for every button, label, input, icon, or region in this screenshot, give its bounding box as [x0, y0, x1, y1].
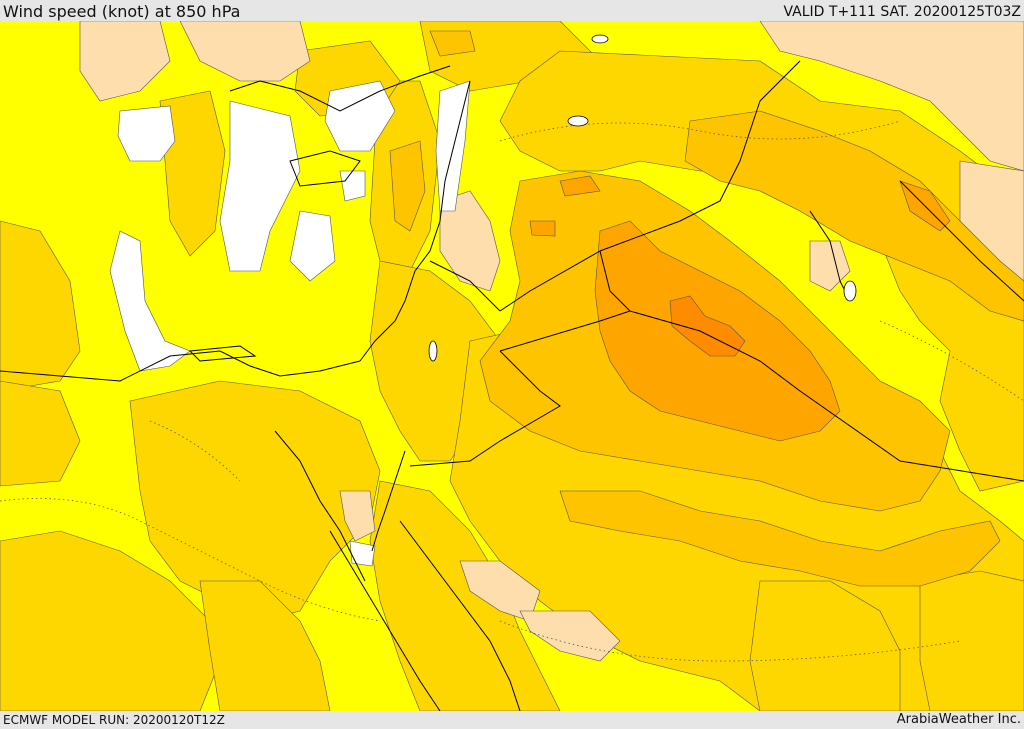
footer-bar: ECMWF MODEL RUN: 20200120T12Z ArabiaWeat…: [0, 711, 1024, 729]
map-title: Wind speed (knot) at 850 hPa: [3, 2, 241, 21]
dark-orange-core: [669, 295, 746, 357]
header-bar: Wind speed (knot) at 850 hPa VALID T+111…: [0, 0, 1024, 21]
tan-regions: [79, 21, 1024, 662]
valid-time: VALID T+111 SAT. 20200125T03Z: [783, 4, 1021, 20]
coastlines-borders: [0, 60, 1024, 711]
credit: ArabiaWeather Inc.: [896, 712, 1021, 727]
dotted-contours: [0, 120, 1024, 662]
wind-speed-map: [0, 21, 1024, 711]
model-run: ECMWF MODEL RUN: 20200120T12Z: [3, 713, 225, 727]
white-regions: [109, 80, 471, 567]
lakes-islands: [428, 34, 857, 362]
